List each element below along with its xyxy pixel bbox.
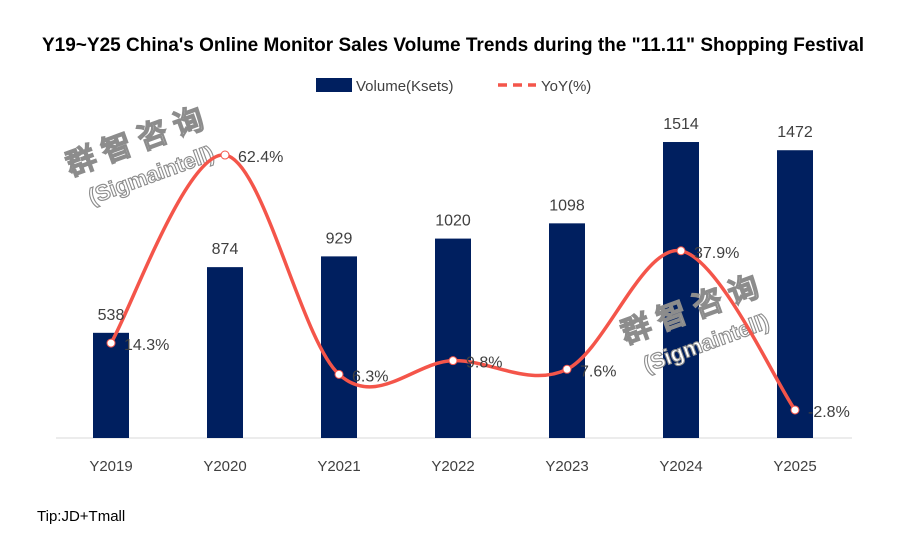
watermark: 群智咨询(Sigmaintell) xyxy=(616,267,773,378)
yoy-point xyxy=(106,338,116,348)
watermark: 群智咨询(Sigmaintell) xyxy=(61,99,218,210)
legend-label-volume: Volume(Ksets) xyxy=(356,78,454,95)
source-note: Tip:JD+Tmall xyxy=(37,508,126,525)
bar-value-label: 1098 xyxy=(549,197,585,214)
yoy-value-label: 37.9% xyxy=(694,245,739,262)
bar-value-label: 929 xyxy=(326,230,353,247)
yoy-point xyxy=(220,150,230,160)
yoy-value-label: 62.4% xyxy=(238,149,283,166)
bar-value-label: 874 xyxy=(212,241,239,258)
yoy-value-label: 6.3% xyxy=(352,368,388,385)
yoy-point xyxy=(448,356,458,366)
yoy-value-label: 14.3% xyxy=(124,337,169,354)
bar-Y2024 xyxy=(663,142,699,438)
yoy-point xyxy=(676,246,686,256)
yoy-value-label: 9.8% xyxy=(466,355,502,372)
bar-Y2025 xyxy=(777,150,813,438)
bar-Y2022 xyxy=(435,238,471,438)
x-tick-label: Y2020 xyxy=(203,458,246,475)
bar-Y2021 xyxy=(321,256,357,438)
x-tick-label: Y2024 xyxy=(659,458,702,475)
yoy-point xyxy=(334,369,344,379)
yoy-point xyxy=(562,364,572,374)
bar-value-label: 1472 xyxy=(777,124,813,141)
bar-Y2020 xyxy=(207,267,243,438)
yoy-point xyxy=(790,405,800,415)
bar-value-label: 1020 xyxy=(435,213,471,230)
legend-swatch-volume xyxy=(316,78,352,92)
x-tick-label: Y2019 xyxy=(89,458,132,475)
legend: Volume(Ksets) YoY(%) xyxy=(316,78,591,95)
x-tick-label: Y2022 xyxy=(431,458,474,475)
x-tick-label: Y2025 xyxy=(773,458,816,475)
yoy-value-label: 7.6% xyxy=(580,363,616,380)
yoy-value-label: -2.8% xyxy=(808,404,850,421)
legend-label-yoy: YoY(%) xyxy=(541,78,591,95)
x-tick-label: Y2023 xyxy=(545,458,588,475)
x-tick-label: Y2021 xyxy=(317,458,360,475)
bar-Y2019 xyxy=(93,332,129,438)
bar-value-label: 1514 xyxy=(663,116,699,133)
bar-value-label: 538 xyxy=(98,307,125,324)
bar-Y2023 xyxy=(549,223,585,438)
chart-title: Y19~Y25 China's Online Monitor Sales Vol… xyxy=(42,35,864,56)
